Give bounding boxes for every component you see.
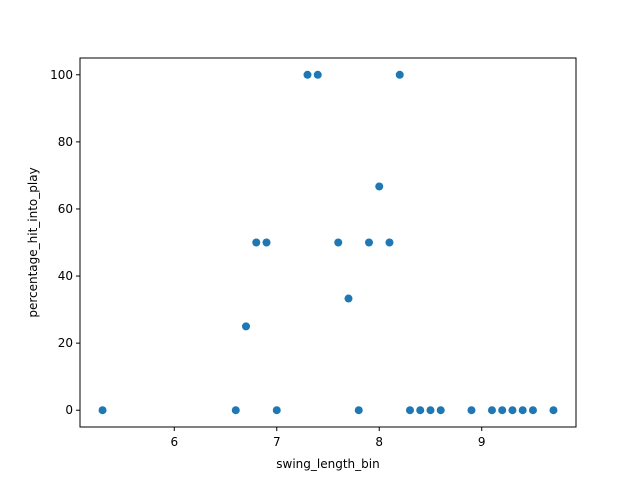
data-point-15 [405,406,414,415]
data-point-21 [498,406,507,415]
data-points [98,70,558,415]
data-point-3 [252,238,261,247]
data-point-13 [385,238,394,247]
x-axis-label: swing_length_bin [276,457,379,471]
y-tick-label: 0 [65,403,73,417]
y-axis-label: percentage_hit_into_play [26,167,40,317]
data-point-9 [344,294,353,303]
data-point-18 [436,406,445,415]
data-point-10 [354,406,363,415]
x-tick-label: 8 [375,435,383,449]
data-point-24 [528,406,537,415]
data-point-14 [395,70,404,79]
data-point-2 [242,322,251,331]
y-tick-label: 80 [58,135,73,149]
x-tick-label: 7 [273,435,281,449]
data-point-6 [303,70,312,79]
x-tick-label: 6 [170,435,178,449]
data-point-8 [334,238,343,247]
data-point-11 [364,238,373,247]
data-point-25 [549,406,558,415]
data-point-4 [262,238,271,247]
x-tick-label: 9 [478,435,486,449]
x-axis-ticks: 6 7 8 9 [170,427,486,449]
y-tick-label: 20 [58,336,73,350]
data-point-23 [518,406,527,415]
y-tick-label: 40 [58,269,73,283]
data-point-20 [487,406,496,415]
data-point-12 [375,182,384,191]
y-tick-label: 60 [58,202,73,216]
data-point-5 [272,406,281,415]
data-point-7 [313,70,322,79]
data-point-1 [231,406,240,415]
data-point-16 [416,406,425,415]
axes-frame [79,57,577,428]
data-point-17 [426,406,435,415]
data-point-22 [508,406,517,415]
y-axis-ticks: 0 20 40 60 80 100 [50,68,80,417]
y-tick-label: 100 [50,68,73,82]
data-point-19 [467,406,476,415]
data-point-0 [98,406,107,415]
plot-area: 6 7 8 9 0 20 40 60 80 100 [50,57,577,449]
